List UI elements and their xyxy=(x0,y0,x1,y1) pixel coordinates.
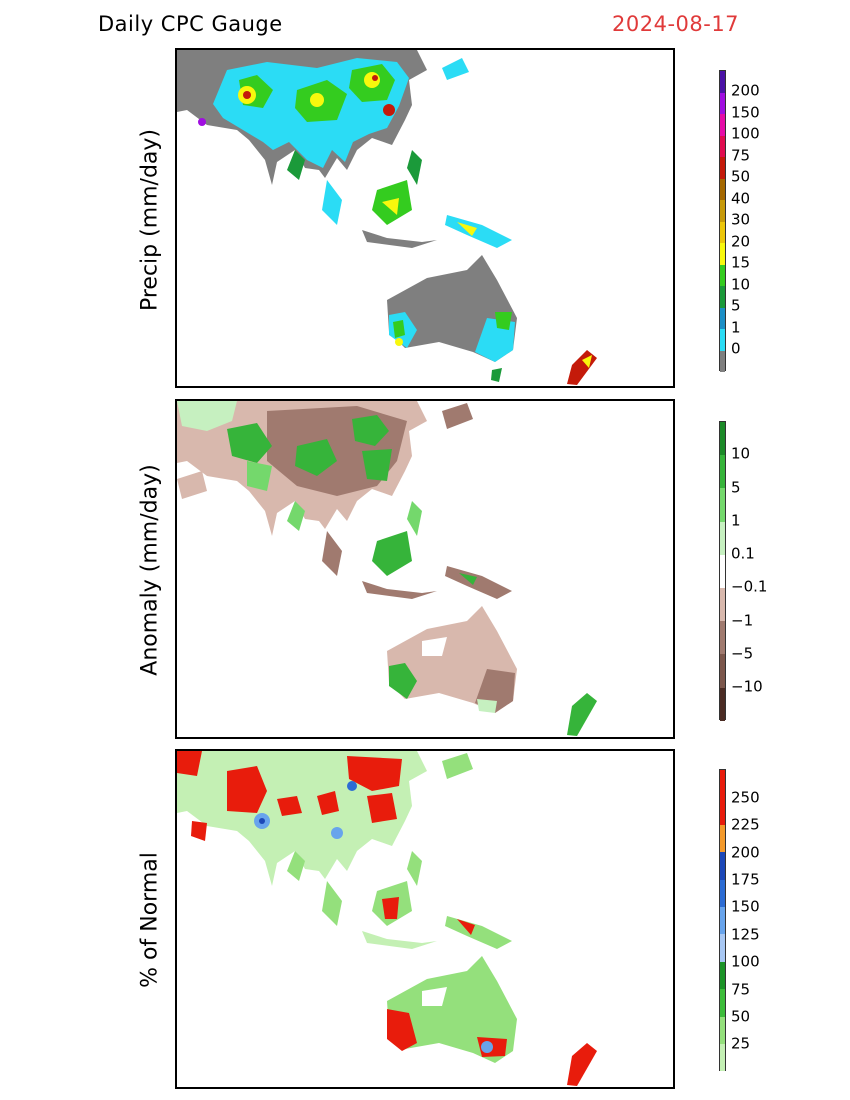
cb2-label-1: 1 xyxy=(731,511,741,530)
cb2-label-neg1: −1 xyxy=(731,611,754,630)
ylabel-anomaly: Anomaly (mm/day) xyxy=(137,464,163,676)
cb1-label-30: 30 xyxy=(731,210,751,229)
cb3-label-250: 250 xyxy=(731,788,760,807)
cb1-label-100: 100 xyxy=(731,124,760,143)
map-percent xyxy=(175,749,675,1089)
cb1-label-200: 200 xyxy=(731,81,760,100)
cb1-label-50: 50 xyxy=(731,167,751,186)
colorbar-precip xyxy=(719,70,726,372)
cb2-label-5: 5 xyxy=(731,478,741,497)
cb2-label-0.1: 0.1 xyxy=(731,544,755,563)
map-percent-svg xyxy=(177,751,597,1086)
cb3-label-125: 125 xyxy=(731,925,760,944)
colorbar-percent xyxy=(719,769,726,1072)
cb2-label-neg0.1: −0.1 xyxy=(731,577,768,596)
cb3-label-225: 225 xyxy=(731,815,760,834)
land-australia-anomaly xyxy=(387,606,597,736)
cb3-label-150: 150 xyxy=(731,897,760,916)
colorbar-anomaly xyxy=(719,421,726,721)
ylabel-percent: % of Normal xyxy=(137,852,163,988)
cb1-label-75: 75 xyxy=(731,146,751,165)
cb3-label-175: 175 xyxy=(731,870,760,889)
land-australia xyxy=(387,255,597,385)
map-anomaly-svg xyxy=(177,401,597,736)
date-label: 2024-08-17 xyxy=(612,12,740,36)
cb1-label-20: 20 xyxy=(731,232,751,251)
map-precip xyxy=(175,48,675,388)
cb3-label-25: 25 xyxy=(731,1034,751,1053)
cb2-label-neg10: −10 xyxy=(731,677,763,696)
cb1-label-5: 5 xyxy=(731,296,741,315)
cb2-label-10: 10 xyxy=(731,444,751,463)
land-asia xyxy=(177,50,512,248)
land-australia-percent xyxy=(387,956,597,1086)
chart-title: Daily CPC Gauge xyxy=(98,12,283,36)
cb1-label-40: 40 xyxy=(731,189,751,208)
cb1-label-0: 0 xyxy=(731,339,741,358)
ylabel-precip: Precip (mm/day) xyxy=(137,128,163,312)
cb2-label-neg5: −5 xyxy=(731,644,754,663)
cb3-label-50: 50 xyxy=(731,1007,751,1026)
cb1-label-15: 15 xyxy=(731,253,751,272)
cb3-label-100: 100 xyxy=(731,952,760,971)
land-asia-percent xyxy=(177,751,512,949)
cb1-label-10: 10 xyxy=(731,275,751,294)
cb1-label-1: 1 xyxy=(731,318,741,337)
map-precip-svg xyxy=(177,50,597,385)
cb1-label-150: 150 xyxy=(731,103,760,122)
map-anomaly xyxy=(175,399,675,739)
cb3-label-200: 200 xyxy=(731,843,760,862)
land-asia-anomaly xyxy=(177,401,512,599)
cb3-label-75: 75 xyxy=(731,980,751,999)
